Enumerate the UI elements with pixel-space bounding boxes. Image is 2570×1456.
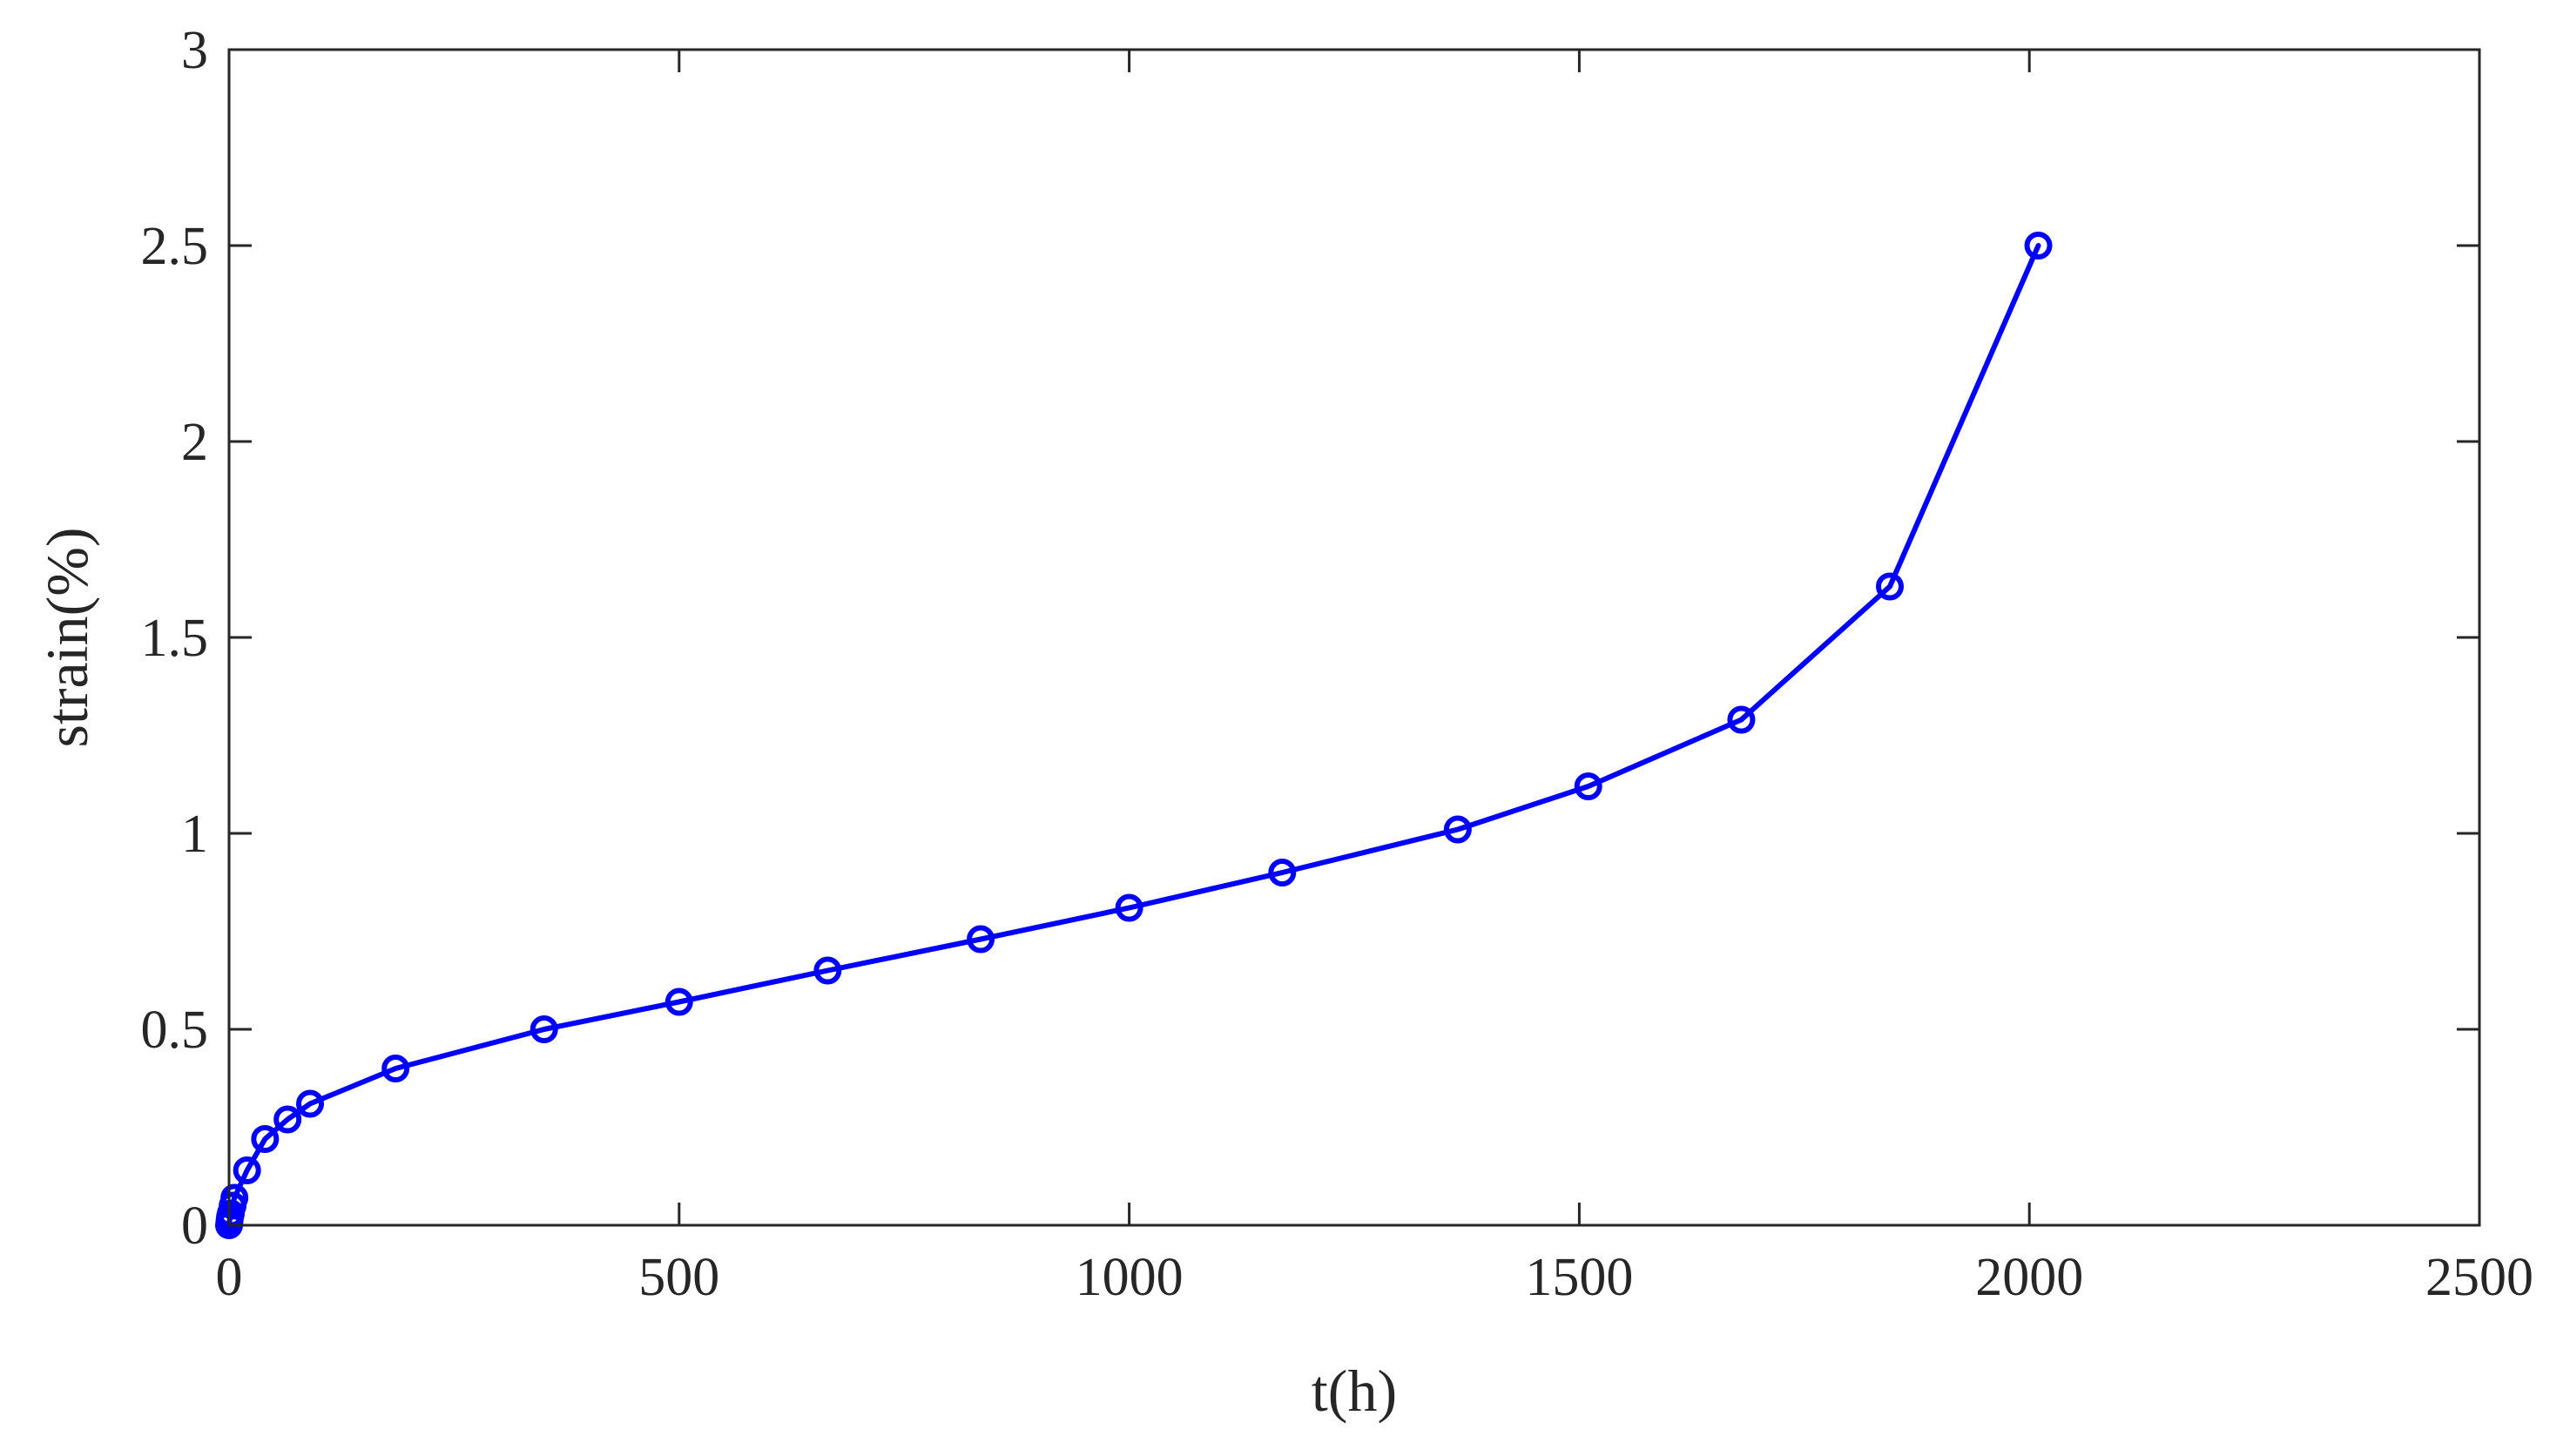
data-point-marker [233, 1156, 261, 1184]
data-point-marker [296, 1089, 325, 1118]
y-tick-label: 2 [181, 413, 208, 472]
y-tick-label: 3 [181, 21, 208, 80]
x-tick-label: 2500 [2425, 1248, 2533, 1307]
data-point-marker [1875, 572, 1904, 601]
y-tick-label: 1.5 [141, 609, 209, 668]
x-tick-label: 500 [638, 1248, 719, 1307]
data-point-marker [1268, 859, 1297, 886]
data-point-marker [1443, 815, 1472, 844]
data-point-marker [273, 1105, 302, 1134]
plot-background [229, 50, 2479, 1225]
x-axis-title: t(h) [1312, 1358, 1397, 1424]
y-tick-label: 2.5 [141, 217, 209, 276]
data-point-marker [381, 1055, 410, 1082]
data-point-marker [251, 1125, 280, 1153]
x-tick-label: 0 [216, 1248, 243, 1307]
data-point-marker [1115, 893, 1143, 922]
data-point-marker [1574, 772, 1602, 800]
y-axis-title: strain(%) [34, 527, 100, 747]
plot-frame [227, 48, 2481, 1227]
y-tick-label: 0.5 [141, 1001, 209, 1060]
data-point-marker [813, 956, 842, 985]
data-point-marker [664, 988, 693, 1016]
data-point-marker [220, 1183, 249, 1212]
tick-labels: 0 500 1000 1500 2000 2500 0 0.5 1 1.5 2 2.5 3 [141, 21, 2534, 1307]
data-point-marker [2024, 232, 2053, 260]
x-tick-label: 1000 [1076, 1248, 1184, 1307]
x-tick-label: 2000 [1975, 1248, 2083, 1307]
data-point-marker [530, 1015, 558, 1043]
y-tick-label: 0 [181, 1196, 208, 1256]
data-point-marker [1727, 705, 1756, 734]
x-tick-label: 1500 [1525, 1248, 1633, 1307]
data-point-marker [967, 925, 995, 954]
y-tick-label: 1 [181, 805, 208, 864]
